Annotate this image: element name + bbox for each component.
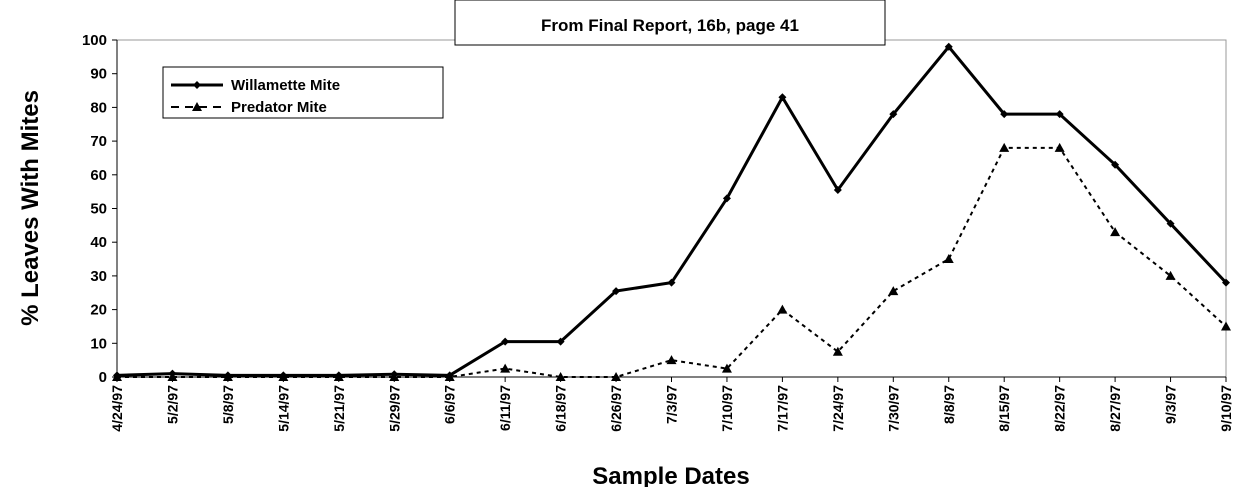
point [1111,160,1120,169]
x-tick-label: 8/27/97 [1107,385,1123,432]
annotation: From Final Report, 16b, page 41 [541,16,799,35]
point [1165,270,1176,280]
point [500,363,511,373]
point [666,355,677,365]
x-tick-label: 8/22/97 [1052,385,1068,432]
x-tick-label: 8/8/97 [941,385,957,424]
legend-box [162,66,444,119]
y-tick-label: 40 [90,234,107,251]
point [1166,219,1175,228]
x-tick-label: 9/3/97 [1163,385,1179,424]
x-tick-label: 6/11/97 [497,385,513,431]
x-tick-label: 7/24/97 [830,385,846,432]
point [888,286,899,296]
y-axis-label: % Leaves With Mites [17,90,44,326]
x-tick-label: 6/6/97 [442,385,458,424]
x-tick-label: 5/14/97 [275,385,291,432]
point [944,42,953,51]
y-tick-label: 20 [90,302,107,319]
point [112,372,122,381]
point [722,194,731,203]
point [777,304,788,314]
x-tick-label: 6/26/97 [608,385,624,432]
point [1222,278,1230,287]
annotation-box [454,0,886,46]
point [889,110,898,119]
x-tick-label: 7/10/97 [719,385,735,432]
y-tick-label: 30 [90,268,107,285]
y-tick-label: 80 [90,99,107,116]
legend-label: Predator Mite [231,99,327,116]
point [611,372,622,381]
y-tick-label: 90 [90,66,107,83]
point [389,372,400,381]
point [192,102,202,111]
x-axis-label: Sample Dates [592,463,749,487]
point [556,337,565,346]
x-tick-label: 5/2/97 [164,385,180,424]
point [444,372,455,381]
point [943,254,954,264]
y-tick-label: 100 [82,32,107,49]
point [999,142,1010,152]
x-tick-label: 7/30/97 [885,385,901,432]
x-tick-label: 5/8/97 [220,385,236,424]
y-tick-label: 10 [90,335,107,352]
point [167,372,178,381]
point [1110,227,1121,237]
point [721,363,732,373]
series-line [117,146,1227,378]
point [612,287,621,296]
point [1055,110,1064,119]
point [667,278,676,287]
x-tick-label: 7/17/97 [774,385,790,432]
x-tick-label: 8/15/97 [996,385,1012,432]
point [193,81,201,89]
point [1054,142,1065,152]
x-tick-label: 5/21/97 [331,385,347,432]
y-tick-label: 50 [90,201,107,218]
point [501,337,510,346]
point [778,93,787,102]
x-tick-label: 5/29/97 [386,385,402,432]
point [1221,321,1231,331]
point [278,372,289,381]
point [1000,110,1009,119]
x-tick-label: 6/18/97 [553,385,569,432]
point [555,372,566,381]
y-tick-label: 70 [90,133,107,150]
point [833,185,842,194]
legend-label: Willamette Mite [231,77,340,94]
x-tick-label: 9/10/97 [1218,385,1234,432]
point [333,372,344,381]
x-tick-label: 7/3/97 [664,385,680,424]
point [832,346,843,356]
x-tick-label: 4/24/97 [109,385,125,432]
point [222,372,233,381]
y-tick-label: 60 [90,167,107,184]
y-tick-label: 0 [99,369,107,386]
